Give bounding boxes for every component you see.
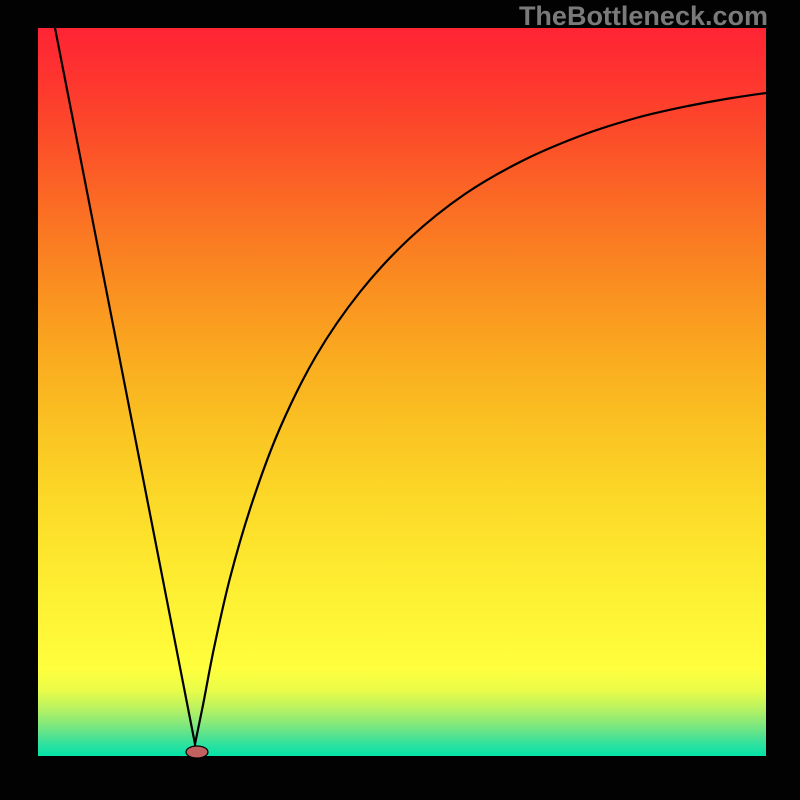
chart-frame: TheBottleneck.com — [0, 0, 800, 800]
bottleneck-marker — [186, 746, 208, 758]
watermark-text: TheBottleneck.com — [519, 1, 768, 32]
bottleneck-curve — [55, 28, 766, 748]
chart-svg — [0, 0, 800, 800]
